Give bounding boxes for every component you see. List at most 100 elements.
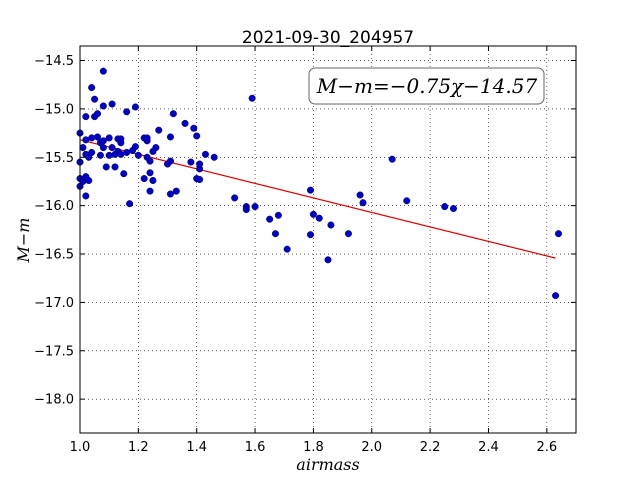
data-point <box>140 175 148 183</box>
data-point <box>242 206 250 214</box>
data-point <box>166 190 174 198</box>
data-point <box>449 205 457 213</box>
data-point <box>96 151 104 159</box>
data-point <box>85 176 93 184</box>
data-point <box>123 108 131 116</box>
data-point <box>82 136 90 144</box>
data-point <box>201 150 209 158</box>
x-tick-label: 1.0 <box>70 440 91 455</box>
y-tick-label: −16.0 <box>34 199 74 214</box>
data-point <box>82 192 90 200</box>
data-point <box>196 176 204 184</box>
x-axis-ticks: 1.0 1.2 1.4 1.6 1.8 2.0 2.2 2.4 2.6 <box>70 46 557 455</box>
fit-equation-text: M−m=−0.75χ−14.57 <box>316 74 538 98</box>
data-point <box>274 211 282 219</box>
data-point <box>266 215 274 223</box>
y-axis-label: M−m <box>14 218 33 264</box>
y-tick-label: −15.5 <box>34 151 74 166</box>
x-tick-label: 2.2 <box>420 440 441 455</box>
data-point <box>554 230 562 238</box>
data-point <box>166 157 174 165</box>
y-tick-label: −18.0 <box>34 393 74 408</box>
data-point <box>105 134 113 142</box>
y-tick-label: −16.5 <box>34 248 74 263</box>
data-point <box>120 170 128 178</box>
data-point <box>327 221 335 229</box>
data-point <box>131 103 139 111</box>
data-point <box>166 133 174 141</box>
data-point <box>187 158 195 166</box>
y-tick-label: −14.5 <box>34 54 74 69</box>
y-axis-ticks: −14.5 −15.0 −15.5 −16.0 −16.5 −17.0 −17.5 −18.0 <box>34 54 576 408</box>
fit-equation-box: M−m=−0.75χ−14.57 <box>308 67 545 105</box>
data-point <box>251 203 259 211</box>
data-point <box>94 133 102 141</box>
data-point <box>146 187 154 195</box>
data-point <box>134 151 142 159</box>
chart-title: 2021-09-30_204957 <box>242 28 414 48</box>
data-point <box>190 124 198 132</box>
data-point <box>315 214 323 222</box>
data-point <box>105 151 113 159</box>
data-points <box>76 67 562 300</box>
x-tick-label: 1.4 <box>186 440 207 455</box>
data-point <box>283 245 291 253</box>
data-point <box>149 176 157 184</box>
data-point <box>152 144 160 152</box>
fit-line <box>79 139 556 259</box>
y-tick-label: −17.0 <box>34 296 74 311</box>
data-point <box>88 84 96 92</box>
data-point <box>231 194 239 202</box>
data-point <box>324 256 332 264</box>
x-tick-label: 1.2 <box>128 440 149 455</box>
data-point <box>196 160 204 168</box>
x-tick-label: 1.8 <box>303 440 324 455</box>
data-point <box>82 113 90 121</box>
data-point <box>155 126 163 134</box>
y-tick-label: −17.5 <box>34 344 74 359</box>
data-point <box>111 163 119 171</box>
data-point <box>79 144 87 152</box>
data-point <box>108 100 116 108</box>
data-point <box>126 200 134 208</box>
data-point <box>403 197 411 205</box>
data-point <box>143 134 151 142</box>
data-point <box>388 155 396 163</box>
plot-frame <box>79 45 577 434</box>
data-point <box>99 137 107 145</box>
data-point <box>99 144 107 152</box>
data-point <box>306 186 314 194</box>
data-point <box>172 187 180 195</box>
data-point <box>181 119 189 127</box>
data-point <box>88 134 96 142</box>
fit-line-group <box>79 139 556 259</box>
data-point <box>356 191 364 199</box>
data-point <box>91 95 99 103</box>
data-point <box>99 102 107 110</box>
data-point <box>146 169 154 177</box>
data-point <box>102 163 110 171</box>
data-point <box>309 210 317 218</box>
data-point <box>88 148 96 156</box>
x-tick-label: 2.0 <box>361 440 382 455</box>
data-point <box>169 110 177 118</box>
x-tick-label: 1.6 <box>245 440 266 455</box>
data-point <box>306 231 314 239</box>
data-point <box>552 292 560 300</box>
data-point <box>359 199 367 207</box>
data-point <box>131 143 139 151</box>
data-point <box>117 150 125 158</box>
data-point <box>108 144 116 152</box>
data-point <box>210 153 218 161</box>
data-point <box>344 230 352 238</box>
data-point <box>248 94 256 102</box>
fit-equation-frame <box>308 67 545 105</box>
data-point <box>146 157 154 165</box>
data-point <box>123 148 131 156</box>
x-axis-label: airmass <box>296 455 359 474</box>
x-tick-label: 2.6 <box>536 440 557 455</box>
data-point <box>441 203 449 211</box>
data-point <box>99 67 107 75</box>
